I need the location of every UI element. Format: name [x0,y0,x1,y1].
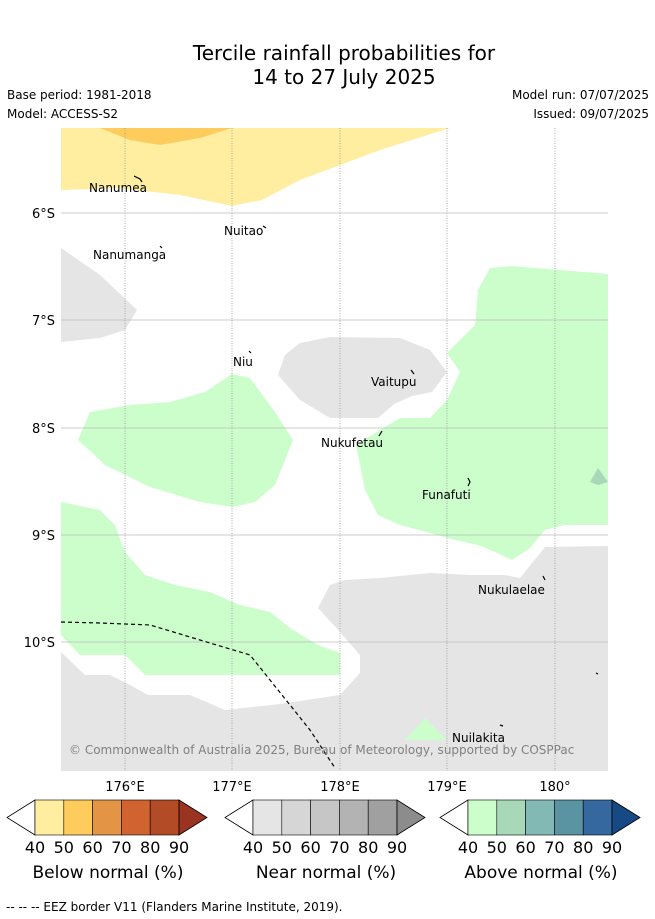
colorbar-below-normal-tick-label: 50 [54,838,74,857]
issued-date: Issued: 09/07/2025 [533,107,649,121]
region-above-normal-southwest [61,502,340,675]
copyright-notice: © Commonwealth of Australia 2025, Bureau… [69,743,574,757]
model-run-date: Model run: 07/07/2025 [511,88,649,102]
island-marks [133,175,599,727]
colorbar-near-normal-segment [252,799,283,836]
place-label-nukulaelae: Nukulaelae [478,583,545,597]
y-tick-label: 8°S [32,422,55,437]
colorbar-below-normal-segment [34,799,65,836]
colorbar-below-normal-segment [149,799,180,836]
y-tick-label: 10°S [24,636,55,651]
colorbar-near-normal-segment [339,799,369,836]
y-tick-label: 9°S [32,529,55,544]
place-label-vaitupu: Vaitupu [371,375,417,389]
colorbar-above-normal-tick-label: 60 [515,838,535,857]
model-name: Model: ACCESS-S2 [7,107,119,121]
colorbar-above-normal-extend-low [439,799,469,836]
region-above-normal-nuilakita [405,718,447,740]
colorbar-above-normal-extend-high [611,799,641,836]
y-tick-label: 6°S [32,207,55,222]
colorbar-above-normal-segment [496,799,526,836]
colorbar-below-normal-extend-low [6,799,36,836]
x-tick-label: 179°E [427,780,467,795]
colorbar-above-normal-segment [582,799,613,836]
colorbar-above-normal-tick-label: 50 [487,838,507,857]
region-above-normal-50-60 [590,468,608,485]
colorbar-near-normal-tick-label: 40 [243,838,263,857]
colorbar-near-normal-tick-label: 50 [272,838,292,857]
region-near-normal-south [61,546,608,771]
longitude-gridlines [124,128,556,771]
colorbar-below-normal-tick-label: 60 [82,838,102,857]
colorbar-below-normal-tick-label: 70 [111,838,131,857]
place-label-funafuti: Funafuti [422,488,471,502]
colorbar-above-normal-segment [467,799,498,836]
colorbar-below-normal-segment [63,799,93,836]
colorbar-below-normal-tick-label: 80 [140,838,160,857]
region-above-normal-east [356,266,608,560]
colorbar-label-above-normal: Above normal (%) [464,863,618,883]
latitude-gridlines [61,212,608,643]
colorbar-near-normal-extend-low [224,799,254,836]
region-near-normal-central [278,337,447,418]
colorbars: 40 50 60 70 80 90 40 50 60 70 80 90 40 50 60 70 80 90 [6,799,641,857]
x-tick-label: 180° [539,780,570,795]
colorbar-near-normal-extend-high [396,799,426,836]
place-label-nanumea: Nanumea [89,181,147,195]
colorbar-near-normal-segment [281,799,311,836]
colorbar-near-normal-tick-label: 60 [300,838,320,857]
colorbar-label-below-normal: Below normal (%) [32,863,184,883]
x-tick-label: 178°E [320,780,360,795]
colorbar-near-normal-segment [310,799,340,836]
colorbar-below-normal-tick-label: 90 [169,838,189,857]
place-label-nukufetau: Nukufetau [321,436,383,450]
colorbar-near-normal-tick-label: 90 [387,838,407,857]
eez-footnote: -- -- -- EEZ border V11 (Flanders Marine… [6,900,343,914]
place-label-nanumanga: Nanumanga [93,248,166,262]
region-near-normal-west [61,248,137,342]
place-label-nuitao: Nuitao [224,224,263,238]
colorbar-near-normal-tick-label: 70 [329,838,349,857]
place-label-nuilakita: Nuilakita [452,731,505,745]
colorbar-above-normal-tick-label: 80 [573,838,593,857]
map-title-line1: Tercile rainfall probabilities for [192,41,496,65]
place-label-niu: Niu [233,355,253,369]
colorbar-above-normal-segment [525,799,555,836]
colorbar-near-normal-segment [367,799,398,836]
y-tick-label: 7°S [32,314,55,329]
x-tick-label: 177°E [212,780,252,795]
colorbar-below-normal-segment [121,799,151,836]
colorbar-below-normal-tick-label: 40 [25,838,45,857]
map-title-line2: 14 to 27 July 2025 [252,65,436,89]
colorbar-above-normal-tick-label: 70 [544,838,564,857]
colorbar-below-normal-segment [92,799,122,836]
colorbar-near-normal-tick-label: 80 [358,838,378,857]
colorbar-label-near-normal: Near normal (%) [255,863,397,883]
region-below-normal-50-60 [100,128,232,145]
colorbar-below-normal-extend-high [178,799,208,836]
region-above-normal-west [78,374,293,507]
base-period: Base period: 1981-2018 [7,88,152,102]
colorbar-above-normal-segment [554,799,584,836]
colorbar-above-normal-tick-label: 40 [458,838,478,857]
x-tick-label: 176°E [105,780,145,795]
colorbar-above-normal-tick-label: 90 [602,838,622,857]
region-below-normal-40-50 [61,128,450,206]
